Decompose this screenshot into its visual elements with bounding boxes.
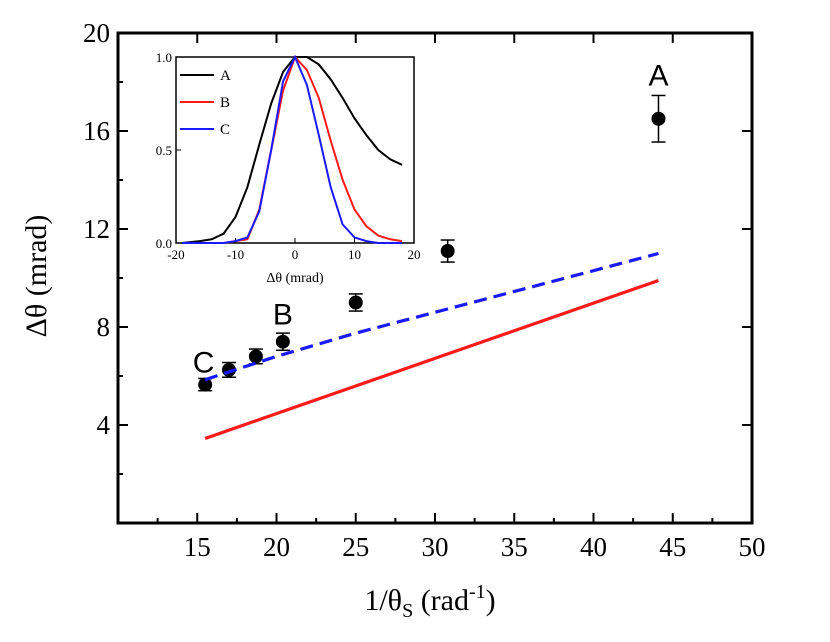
x-tick-label: 20 <box>263 532 290 562</box>
inset-x-tick-label: 0 <box>292 247 299 262</box>
data-point <box>248 348 263 365</box>
data-point <box>198 377 213 392</box>
legend-label: C <box>220 122 230 138</box>
y-tick-label: 8 <box>97 312 111 342</box>
y-tick-label: 16 <box>83 116 110 146</box>
x-tick-label: 50 <box>739 532 766 562</box>
data-marker <box>248 349 263 364</box>
x-tick-label: 30 <box>422 532 449 562</box>
inset-legend: ABC <box>180 68 231 138</box>
x-tick-label: 35 <box>501 532 528 562</box>
data-marker <box>651 111 666 126</box>
inset-x-tick-label: 10 <box>348 247 361 262</box>
data-point <box>348 293 363 312</box>
y-tick-label: 4 <box>97 410 111 440</box>
inset-series-line <box>181 54 403 244</box>
legend-entry: C <box>180 122 230 138</box>
data-marker <box>440 244 455 259</box>
main-annotations: ABC <box>193 60 669 380</box>
data-point <box>275 332 290 352</box>
legend-label: B <box>220 95 230 111</box>
dashed-line-series <box>204 251 659 382</box>
legend-label: A <box>220 68 231 84</box>
point-annotation: B <box>273 299 293 332</box>
x-axis-title-unit: (rad <box>413 584 469 617</box>
inset-x-tick-label: -20 <box>167 247 184 262</box>
inset-x-tick-label: 20 <box>408 247 421 262</box>
data-point <box>440 239 455 263</box>
data-marker <box>275 334 290 349</box>
main-series <box>198 94 666 440</box>
legend-entry: A <box>180 68 231 84</box>
x-axis-title-superscript: -1 <box>469 581 486 603</box>
x-tick-label: 25 <box>342 532 369 562</box>
inset-series <box>181 54 403 244</box>
inset-y-tick-label: 0.0 <box>156 236 172 251</box>
y-tick-label: 12 <box>83 214 110 244</box>
solid-line-series <box>204 278 660 440</box>
x-tick-label: 15 <box>184 532 211 562</box>
inset-y-tick-label: 1.0 <box>156 50 172 65</box>
legend-entry: B <box>180 95 230 111</box>
x-axis-title-close: ) <box>486 584 496 617</box>
data-point <box>221 361 236 378</box>
data-marker <box>348 295 363 310</box>
main-ticks: 15 20 25 30 35 40 45 50 4 8 12 16 20 <box>83 18 766 562</box>
inset-x-tick-label: -10 <box>227 247 244 262</box>
x-axis-title-main: 1/θ <box>364 584 402 617</box>
point-annotation: A <box>648 60 668 93</box>
x-axis-title-subscript: S <box>402 600 413 622</box>
inset-x-axis-title: Δθ (mrad) <box>266 271 324 286</box>
point-annotation: C <box>193 346 215 379</box>
y-axis-title: Δθ (mrad) <box>20 215 53 338</box>
inset-y-tick-label: 0.5 <box>156 143 172 158</box>
x-tick-label: 45 <box>659 532 686 562</box>
y-tick-label: 20 <box>83 18 110 48</box>
x-tick-label: 40 <box>580 532 607 562</box>
data-marker <box>198 377 213 392</box>
x-axis-title: 1/θS (rad-1) <box>364 581 495 622</box>
data-point <box>651 94 666 143</box>
